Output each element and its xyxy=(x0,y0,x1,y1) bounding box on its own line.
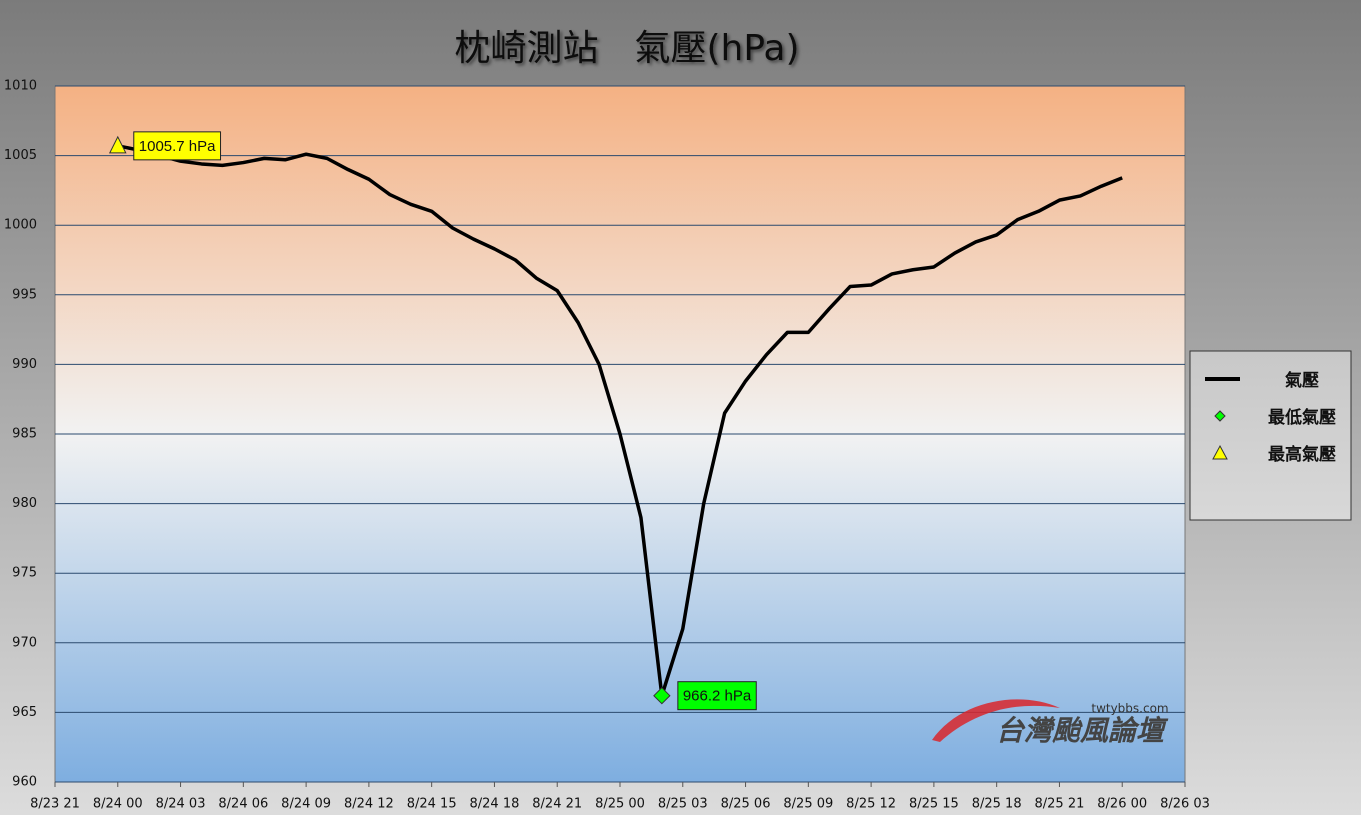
y-tick-label: 1010 xyxy=(4,79,37,94)
watermark-name: 台灣颱風論壇 xyxy=(996,714,1169,747)
triangle-marker xyxy=(108,135,127,154)
x-tick-label: 8/26 00 xyxy=(1097,797,1147,812)
legend-label: 最低氣壓 xyxy=(1268,407,1336,428)
y-tick-label: 985 xyxy=(12,427,37,442)
x-tick-label: 8/23 21 xyxy=(30,797,80,812)
x-tick-label: 8/25 09 xyxy=(783,797,833,812)
x-tick-label: 8/25 03 xyxy=(658,797,708,812)
x-tick-label: 8/25 12 xyxy=(846,797,896,812)
x-tick-label: 8/25 21 xyxy=(1035,797,1085,812)
x-tick-label: 8/25 00 xyxy=(595,797,645,812)
pressure-line xyxy=(117,144,1123,698)
legend-label: 最高氣壓 xyxy=(1268,444,1336,465)
watermark-swoosh xyxy=(932,699,1060,742)
x-tick-label: 8/24 15 xyxy=(407,797,457,812)
x-tick-label: 8/25 18 xyxy=(972,797,1022,812)
legend-triangle xyxy=(1212,444,1228,460)
y-tick-label: 970 xyxy=(12,635,37,650)
x-tick-label: 8/24 18 xyxy=(470,797,520,812)
x-tick-label: 8/26 03 xyxy=(1160,797,1210,812)
watermark-site: twtybbs.com xyxy=(1091,702,1168,716)
x-tick-label: 8/25 06 xyxy=(721,797,771,812)
x-tick-label: 8/24 03 xyxy=(156,797,206,812)
chart-title: 枕崎測站 氣壓(hPa) xyxy=(454,28,799,69)
y-tick-label: 975 xyxy=(12,566,37,581)
y-tick-label: 980 xyxy=(12,496,37,511)
x-tick-label: 8/24 21 xyxy=(532,797,582,812)
y-tick-label: 965 xyxy=(12,705,37,720)
value-label-box xyxy=(677,681,757,711)
x-tick-label: 8/24 06 xyxy=(218,797,268,812)
y-tick-label: 1005 xyxy=(4,148,37,163)
y-tick-label: 1000 xyxy=(4,218,37,233)
x-tick-label: 8/24 09 xyxy=(281,797,331,812)
x-tick-label: 8/24 12 xyxy=(344,797,394,812)
value-label: 1005.7 hPa xyxy=(139,138,216,155)
diamond-marker xyxy=(653,686,671,705)
value-label: 966.2 hPa xyxy=(683,688,752,705)
y-tick-label: 960 xyxy=(12,775,37,790)
y-tick-label: 990 xyxy=(12,357,37,372)
legend-diamond xyxy=(1214,410,1226,422)
x-tick-label: 8/25 15 xyxy=(909,797,959,812)
x-tick-label: 8/24 00 xyxy=(93,797,143,812)
y-tick-label: 995 xyxy=(12,287,37,302)
legend-box xyxy=(1189,350,1352,521)
legend-label: 氣壓 xyxy=(1285,370,1319,391)
value-label-box xyxy=(133,131,222,161)
